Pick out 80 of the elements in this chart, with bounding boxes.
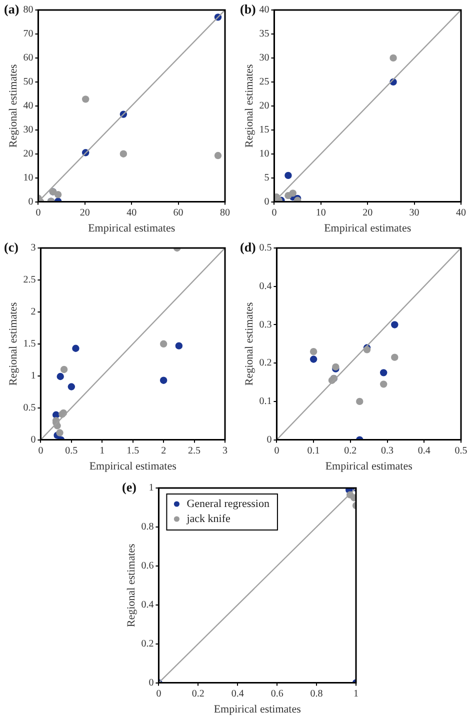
y-tick-label: 0.5: [259, 242, 272, 254]
y-tick-label: 5: [264, 172, 270, 184]
x-tick-label: 0.2: [344, 445, 357, 456]
x-axis-title: Empirical estimates: [324, 222, 412, 234]
y-tick-label: 1: [30, 370, 36, 382]
y-tick-label: 20: [23, 148, 34, 160]
x-tick-label: 0.5: [65, 445, 78, 456]
x-tick-label: 0.1: [307, 445, 320, 456]
y-tick-label: 0: [266, 434, 272, 446]
y-tick-label: 0.8: [141, 522, 154, 533]
y-tick-label: 0.3: [259, 319, 272, 330]
y-tick-label: 40: [259, 4, 270, 16]
chart-title: (d): [240, 239, 256, 254]
x-tick-label: 30: [409, 207, 420, 218]
x-tick-label: 1: [354, 688, 358, 700]
legend-label: General regression: [186, 498, 270, 510]
legend-label: jack knife: [186, 512, 230, 525]
y-axis-title: Regional estimates: [7, 302, 20, 386]
x-tick-label: 0: [156, 688, 162, 700]
y-tick-label: 0.2: [141, 638, 154, 650]
x-tick-label: 20: [362, 207, 373, 218]
x-tick-label: 40: [126, 207, 137, 218]
y-tick-label: 0.5: [23, 402, 36, 414]
x-tick-label: 60: [173, 207, 184, 218]
y-tick-label: 2.5: [23, 274, 36, 286]
y-tick-label: 0.4: [259, 280, 272, 292]
y-tick-label: 30: [259, 52, 270, 64]
y-tick-label: 2: [30, 306, 36, 318]
x-tick-label: 0: [38, 445, 44, 456]
x-tick-label: 40: [456, 207, 466, 218]
y-tick-label: 40: [23, 100, 34, 112]
y-tick-label: 0.4: [141, 600, 154, 611]
x-tick-label: 0.4: [231, 688, 244, 700]
y-tick-label: 0: [28, 196, 34, 208]
y-tick-label: 80: [23, 4, 34, 16]
x-axis-title: Empirical estimates: [325, 460, 412, 472]
y-tick-label: 30: [23, 124, 34, 136]
y-axis-title: Regional estimates: [243, 64, 256, 148]
x-tick-label: 0.5: [454, 445, 468, 456]
x-tick-label: 0.4: [418, 445, 430, 456]
x-tick-label: 10: [316, 207, 326, 218]
x-tick-label: 80: [220, 207, 230, 218]
x-axis-title: Empirical estimates: [89, 460, 176, 472]
chart-title: (e): [122, 479, 136, 494]
y-tick-label: 50: [23, 76, 34, 88]
x-tick-label: 0: [274, 445, 280, 456]
chart-title: (b): [240, 1, 256, 16]
y-axis-title: Regional estimates: [7, 64, 20, 148]
x-tick-label: 1.5: [126, 445, 140, 456]
y-tick-label: 1.5: [23, 338, 36, 350]
y-tick-label: 70: [23, 28, 34, 40]
y-tick-label: 0: [148, 677, 154, 688]
y-tick-label: 3: [30, 242, 36, 254]
x-tick-label: 1: [100, 445, 105, 456]
x-axis-title: Empirical estimates: [88, 222, 176, 234]
chart-title: (c): [4, 239, 18, 254]
y-tick-label: 10: [259, 148, 270, 160]
y-axis-title: Regional estimates: [243, 302, 256, 386]
y-tick-label: 0.1: [259, 396, 272, 408]
y-tick-label: 10: [23, 172, 34, 184]
x-tick-label: 20: [80, 207, 90, 218]
y-tick-label: 0.6: [141, 560, 154, 572]
x-axis-title: Empirical estimates: [214, 703, 301, 716]
y-tick-label: 25: [259, 76, 270, 88]
y-tick-label: 60: [23, 52, 34, 64]
y-tick-label: 1: [148, 482, 154, 494]
x-tick-label: 0.3: [381, 445, 394, 456]
y-tick-label: 0.2: [259, 358, 272, 369]
chart-title: (a): [4, 1, 20, 16]
x-tick-label: 2: [161, 445, 166, 456]
x-tick-label: 0.8: [310, 688, 323, 700]
x-tick-label: 2.5: [188, 445, 201, 456]
y-tick-label: 35: [259, 28, 270, 40]
x-tick-label: 0.2: [192, 688, 204, 700]
y-tick-label: 20: [259, 100, 270, 112]
y-tick-label: 15: [259, 124, 270, 136]
y-tick-label: 0: [30, 434, 36, 446]
x-tick-label: 3: [222, 445, 228, 456]
y-axis-title: Regional estimates: [125, 544, 138, 628]
y-tick-label: 0: [264, 196, 270, 208]
